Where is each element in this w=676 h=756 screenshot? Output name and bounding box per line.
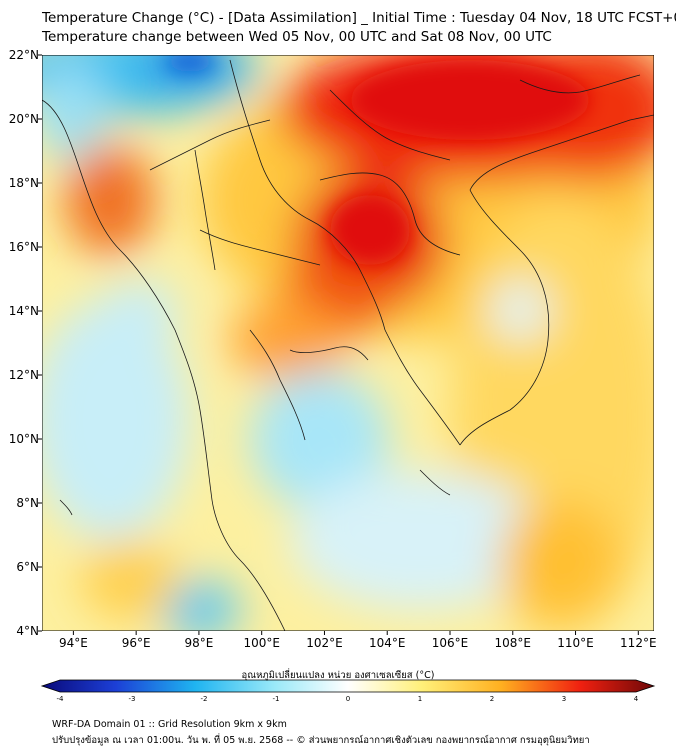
temperature-cores: [165, 55, 590, 265]
lat-tick-label: 4°N: [16, 624, 39, 638]
lat-tick-label: 14°N: [9, 304, 39, 318]
lat-tick-label: 6°N: [16, 560, 39, 574]
colorbar-label: อุณหภูมิเปลี่ยนแปลง หน่วย องศาเซลเซียส (…: [241, 670, 435, 681]
lat-tick-label: 20°N: [9, 112, 39, 126]
lon-tick-label: 96°E: [122, 636, 151, 650]
lat-tick-label: 10°N: [9, 432, 39, 446]
lon-tick-label: 98°E: [184, 636, 213, 650]
colorbar-tick-label: -4: [57, 695, 65, 703]
chart-subtitle: Temperature change between Wed 05 Nov, 0…: [42, 29, 552, 45]
longitude-ticks: 94°E 96°E 98°E 100°E 102°E 104°E 106°E 108°E 110…: [59, 631, 657, 650]
colorbar-tick-label: -1: [273, 695, 280, 703]
lon-tick-label: 110°E: [557, 636, 594, 650]
country-borders: [42, 59, 654, 631]
colorbar-tick-label: 2: [490, 695, 494, 703]
colorbar-ticks: -4 -3 -2 -1 0 1 2 3 4: [57, 695, 639, 703]
lat-tick-label: 22°N: [9, 48, 39, 62]
map-field: [42, 55, 654, 631]
footer-update-info: ปรับปรุงข้อมูล ณ เวลา 01:00น. วัน พ. ที่…: [52, 735, 590, 746]
colorbar-tick-label: 3: [562, 695, 566, 703]
colorbar-tick-label: 4: [634, 695, 639, 703]
colorbar-tick-label: 1: [418, 695, 422, 703]
colorbar-tick-label: -2: [201, 695, 208, 703]
lat-tick-label: 8°N: [16, 496, 39, 510]
lat-tick-label: 12°N: [9, 368, 39, 382]
lon-tick-label: 100°E: [243, 636, 280, 650]
lon-tick-label: 94°E: [59, 636, 88, 650]
lat-tick-label: 18°N: [9, 176, 39, 190]
footer-domain-info: WRF-DA Domain 01 :: Grid Resolution 9km …: [52, 719, 287, 730]
latitude-ticks: 4°N 6°N 8°N 10°N 12°N 14°N 16°N 18°N 20°N 22°N: [9, 48, 42, 638]
lon-tick-label: 102°E: [306, 636, 343, 650]
colorbar: -4 -3 -2 -1 0 1 2 3 4: [40, 679, 656, 703]
lat-tick-label: 16°N: [9, 240, 39, 254]
colorbar-tick-label: -3: [129, 695, 136, 703]
lon-tick-label: 108°E: [495, 636, 532, 650]
colorbar-tick-label: 0: [346, 695, 350, 703]
lon-tick-label: 112°E: [620, 636, 657, 650]
lon-tick-label: 106°E: [432, 636, 469, 650]
lon-tick-label: 104°E: [369, 636, 406, 650]
colorbar-gradient: [40, 679, 656, 693]
chart-title: Temperature Change (°C) - [Data Assimila…: [42, 10, 676, 26]
